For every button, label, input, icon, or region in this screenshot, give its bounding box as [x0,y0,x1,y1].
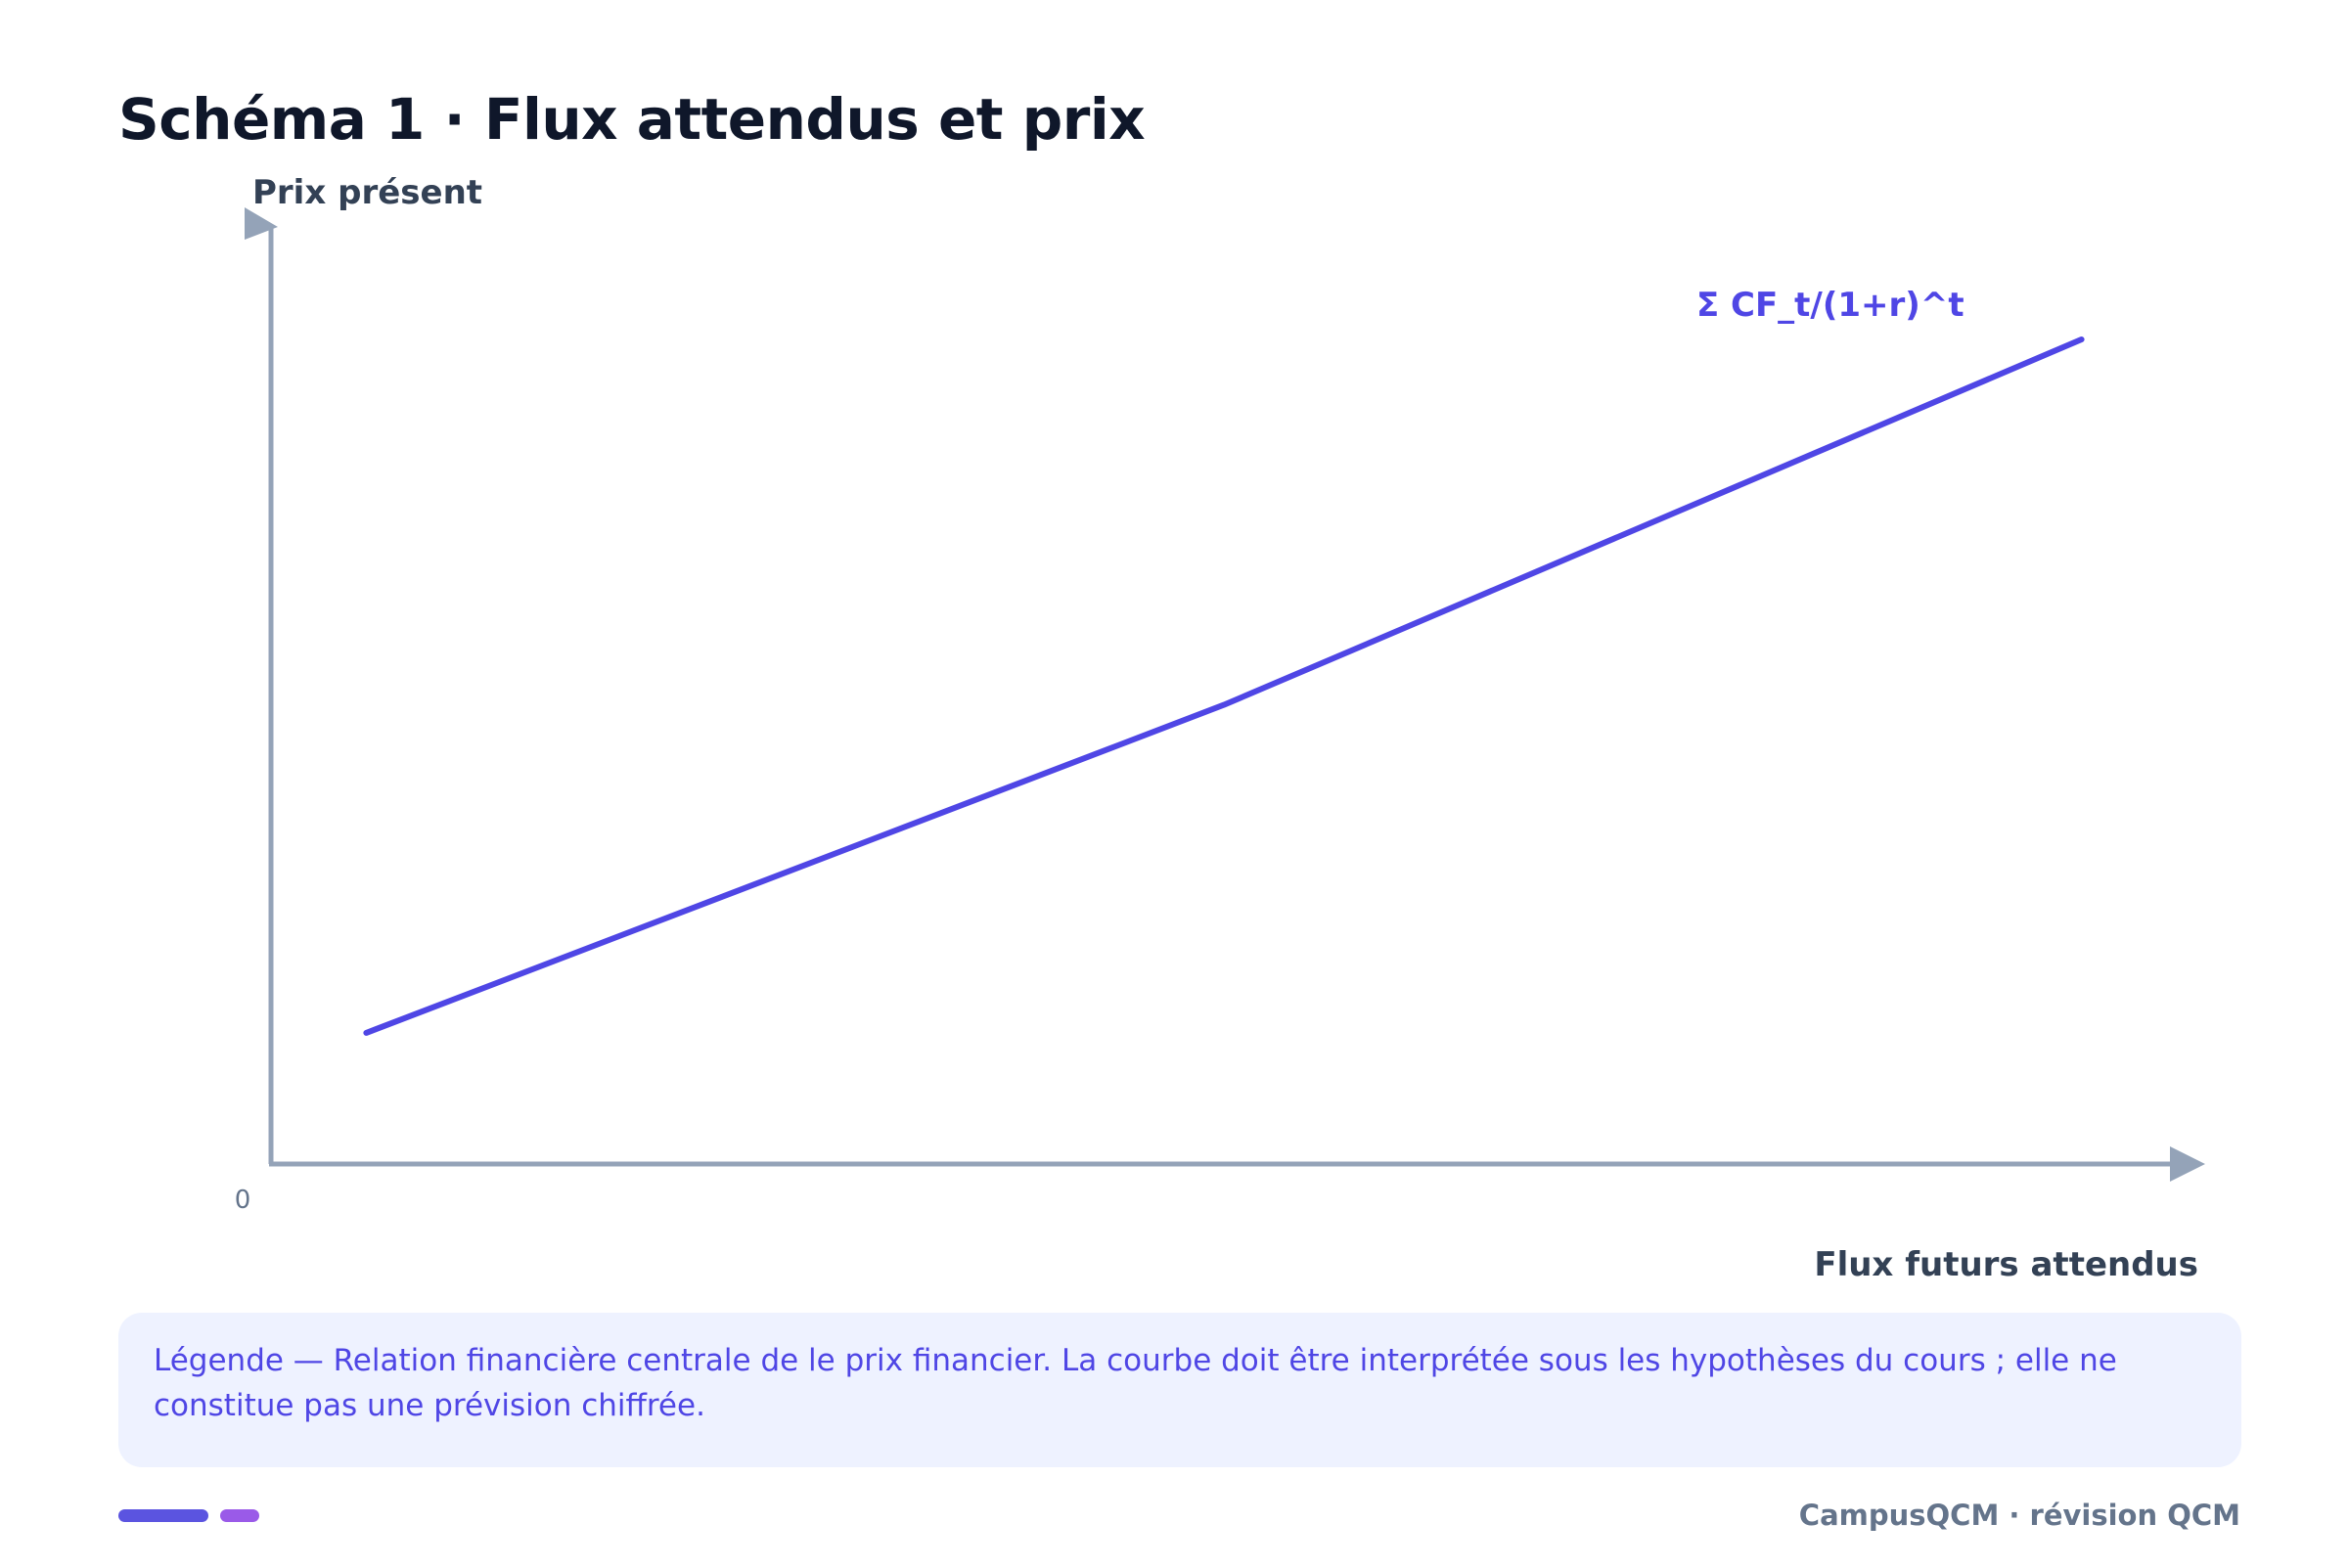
legend-text: Légende — Relation financière centrale d… [154,1343,2117,1423]
legend-box: Légende — Relation financière centrale d… [118,1313,2241,1467]
footer-brand: CampusQCM · révision QCM [1798,1499,2240,1532]
y-axis-arrow [245,207,278,240]
origin-tick-label: 0 [235,1186,251,1215]
chart: Prix présent Flux futurs attendus 0 Σ CF… [235,173,2205,1284]
x-axis-title: Flux futurs attendus [1814,1245,2198,1284]
y-axis-title: Prix présent [252,173,482,212]
progress-dash-secondary [220,1509,259,1522]
series-label: Σ CF_t/(1+r)^t [1696,286,1964,325]
page-title: Schéma 1 · Flux attendus et prix [118,86,1146,153]
progress-dash-primary [118,1509,208,1522]
series-line [363,336,2085,1036]
x-axis-arrow [2170,1146,2205,1182]
